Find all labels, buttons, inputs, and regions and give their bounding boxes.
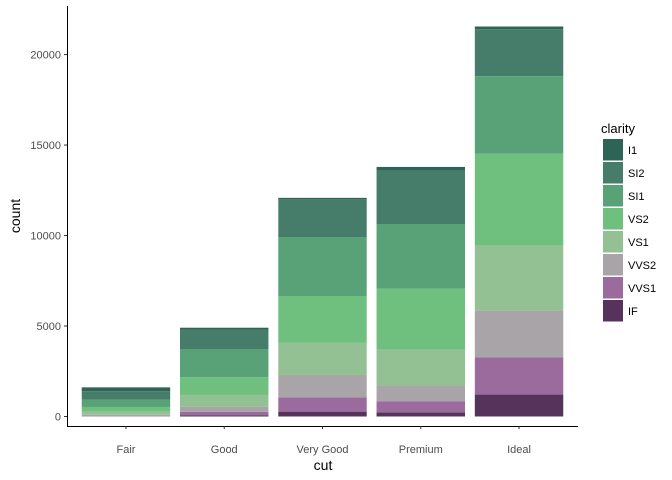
legend-label-si2: SI2 — [628, 168, 645, 180]
bar-fair-vs1 — [81, 411, 171, 415]
bar-premium-vvs2 — [376, 385, 465, 402]
legend-key-vvs2 — [603, 254, 623, 276]
bar-fair-si1 — [81, 399, 171, 407]
bar-ideal-vvs2 — [474, 310, 564, 358]
bar-premium-vs1 — [376, 349, 465, 386]
bar-very-good-si2 — [278, 199, 367, 238]
legend-key-if — [603, 300, 623, 322]
x-ticks-layer: Fair Good Very Good Premium Ideal — [116, 426, 531, 456]
legend-label-si1: SI1 — [628, 191, 645, 203]
y-tick-label: 10000 — [30, 231, 61, 243]
bars-layer — [81, 26, 564, 417]
bar-premium-si1 — [376, 224, 465, 289]
y-tick-label: 15000 — [30, 140, 61, 152]
y-tick-label: 0 — [55, 412, 61, 424]
bar-very-good-vs1 — [278, 342, 367, 376]
bar-good-i1 — [180, 327, 269, 330]
x-tick-label: Good — [211, 444, 238, 456]
y-axis-title: count — [7, 199, 23, 233]
bar-ideal-si2 — [474, 29, 564, 77]
bar-very-good-if — [278, 411, 367, 417]
x-tick-label: Premium — [399, 444, 443, 456]
bar-good-vs1 — [180, 394, 269, 407]
bar-fair-i1 — [81, 387, 171, 392]
bar-premium-if — [376, 412, 465, 417]
legend-key-vvs1 — [603, 277, 623, 299]
bar-fair-si2 — [81, 391, 171, 400]
legend-items: I1 SI2 SI1 VS2 VS1 VVS2 VVS1 IF — [603, 139, 656, 322]
bar-good-si1 — [180, 349, 269, 378]
legend-key-i1 — [603, 139, 623, 161]
legend-label-vs1: VS1 — [628, 237, 649, 249]
legend-key-si2 — [603, 162, 623, 184]
legend-key-si1 — [603, 185, 623, 207]
y-tick-label: 5000 — [37, 321, 61, 333]
bar-premium-i1 — [376, 166, 465, 171]
bar-premium-vvs1 — [376, 401, 465, 413]
bar-good-si2 — [180, 329, 269, 350]
bar-very-good-vs2 — [278, 296, 367, 343]
legend-key-vs2 — [603, 208, 623, 230]
bar-ideal-vs1 — [474, 245, 564, 311]
bar-very-good-si1 — [278, 237, 367, 297]
legend-label-if: IF — [628, 306, 638, 318]
y-tick-label: 20000 — [30, 50, 61, 62]
bar-ideal-si1 — [474, 76, 564, 154]
bar-premium-vs2 — [376, 288, 465, 350]
bar-premium-si2 — [376, 170, 465, 225]
legend-label-vs2: VS2 — [628, 214, 649, 226]
bar-ideal-vvs1 — [474, 357, 564, 395]
bar-fair-vs2 — [81, 406, 171, 412]
bar-fair-vvs2 — [81, 414, 171, 417]
legend-key-vs1 — [603, 231, 623, 253]
x-axis-title: cut — [314, 457, 333, 473]
y-ticks-layer: 0 5000 10000 15000 20000 — [30, 50, 67, 424]
bar-good-vvs1 — [180, 411, 269, 416]
bar-good-if — [180, 415, 269, 417]
legend-label-vvs2: VVS2 — [628, 260, 656, 272]
x-tick-label: Very Good — [297, 444, 349, 456]
legend-label-vvs1: VVS1 — [628, 283, 656, 295]
bar-ideal-i1 — [474, 26, 564, 30]
legend: clarity I1 SI2 SI1 VS2 VS1 VVS2 VVS1 IF — [601, 121, 656, 322]
bar-good-vvs2 — [180, 406, 269, 412]
bar-ideal-if — [474, 394, 564, 417]
bar-very-good-i1 — [278, 197, 367, 200]
x-tick-label: Ideal — [507, 444, 531, 456]
legend-label-i1: I1 — [628, 145, 637, 157]
bar-very-good-vvs1 — [278, 397, 367, 412]
bar-very-good-vvs2 — [278, 375, 367, 398]
bar-good-vs2 — [180, 377, 269, 395]
bar-ideal-vs2 — [474, 153, 564, 246]
x-tick-label: Fair — [116, 444, 135, 456]
legend-title: clarity — [601, 121, 635, 136]
